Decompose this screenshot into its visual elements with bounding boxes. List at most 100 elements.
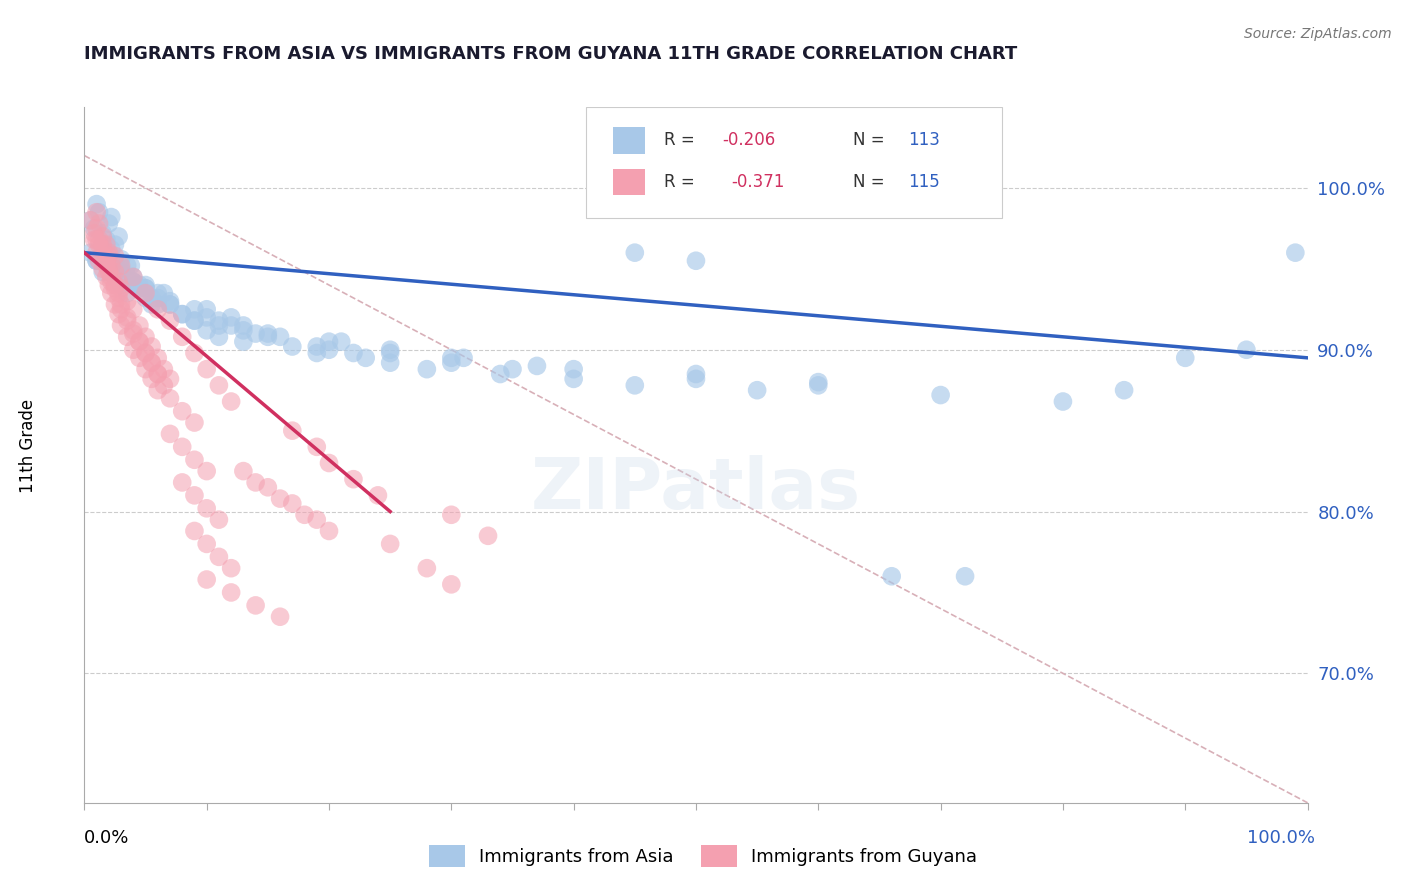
Point <box>1234 343 1257 357</box>
Point <box>195 464 218 478</box>
Point <box>91 226 114 240</box>
Point <box>107 286 129 301</box>
Point <box>104 269 127 284</box>
Point <box>183 302 205 317</box>
Point <box>354 351 377 365</box>
Point <box>115 269 138 284</box>
Point <box>135 346 157 360</box>
Point <box>97 261 120 276</box>
Point <box>100 269 122 284</box>
Point <box>219 310 242 325</box>
Point <box>172 307 194 321</box>
Point <box>87 217 110 231</box>
Point <box>232 334 254 349</box>
Point <box>135 281 157 295</box>
Bar <box>613 169 645 195</box>
Point <box>685 372 707 386</box>
Point <box>122 343 145 357</box>
Point <box>146 291 169 305</box>
Point <box>159 313 181 327</box>
Point <box>624 245 647 260</box>
Point <box>318 343 340 357</box>
Point <box>195 537 218 551</box>
Point <box>453 351 475 365</box>
Text: Source: ZipAtlas.com: Source: ZipAtlas.com <box>1244 27 1392 41</box>
Point <box>208 513 231 527</box>
Point <box>135 330 157 344</box>
Point <box>330 334 353 349</box>
Point <box>110 278 132 293</box>
Point <box>100 275 122 289</box>
Point <box>86 197 108 211</box>
Point <box>281 424 304 438</box>
Point <box>97 245 120 260</box>
Point <box>135 291 157 305</box>
Text: R =: R = <box>664 173 704 191</box>
Point <box>91 249 114 263</box>
Point <box>115 294 138 309</box>
Point <box>526 359 548 373</box>
Point <box>110 265 132 279</box>
Point <box>219 585 242 599</box>
Point <box>195 302 218 317</box>
Point <box>96 249 118 263</box>
Point <box>122 269 145 284</box>
Point <box>807 378 830 392</box>
Point <box>141 372 163 386</box>
Point <box>245 599 267 613</box>
Point <box>104 253 127 268</box>
Point <box>172 330 194 344</box>
Point <box>146 383 169 397</box>
Point <box>685 367 707 381</box>
Point <box>159 294 181 309</box>
Point <box>232 464 254 478</box>
Point <box>562 372 585 386</box>
Point <box>97 278 120 293</box>
Point <box>96 259 118 273</box>
Text: -0.206: -0.206 <box>723 131 776 150</box>
Point <box>183 452 205 467</box>
Point <box>91 261 114 276</box>
Point <box>97 265 120 279</box>
Point <box>380 356 402 370</box>
Point <box>141 356 163 370</box>
Point <box>115 259 138 273</box>
Point <box>83 221 105 235</box>
Point <box>146 367 169 381</box>
Point <box>195 323 218 337</box>
Point <box>79 213 101 227</box>
Point <box>172 307 194 321</box>
Point <box>305 440 328 454</box>
Point <box>146 302 169 317</box>
Point <box>685 253 707 268</box>
Point <box>128 351 150 365</box>
Point <box>97 245 120 260</box>
Text: 100.0%: 100.0% <box>1247 830 1315 847</box>
Text: R =: R = <box>664 131 700 150</box>
Point <box>146 297 169 311</box>
Text: ZIPatlas: ZIPatlas <box>531 455 860 524</box>
Point <box>91 229 114 244</box>
Point <box>96 253 118 268</box>
Text: 115: 115 <box>908 173 941 191</box>
Point <box>489 367 512 381</box>
Point <box>929 388 952 402</box>
Point <box>1174 351 1197 365</box>
Point <box>86 205 108 219</box>
Point <box>100 286 122 301</box>
Point <box>159 297 181 311</box>
Point <box>87 253 110 268</box>
Point <box>91 243 114 257</box>
Point <box>380 346 402 360</box>
Point <box>135 281 157 295</box>
Point <box>318 524 340 538</box>
Point <box>269 609 291 624</box>
Point <box>122 323 145 337</box>
Point <box>183 346 205 360</box>
Point <box>87 233 110 247</box>
Point <box>1052 394 1074 409</box>
Point <box>159 372 181 386</box>
Point <box>416 561 439 575</box>
Text: -0.371: -0.371 <box>731 173 785 191</box>
Point <box>195 501 218 516</box>
